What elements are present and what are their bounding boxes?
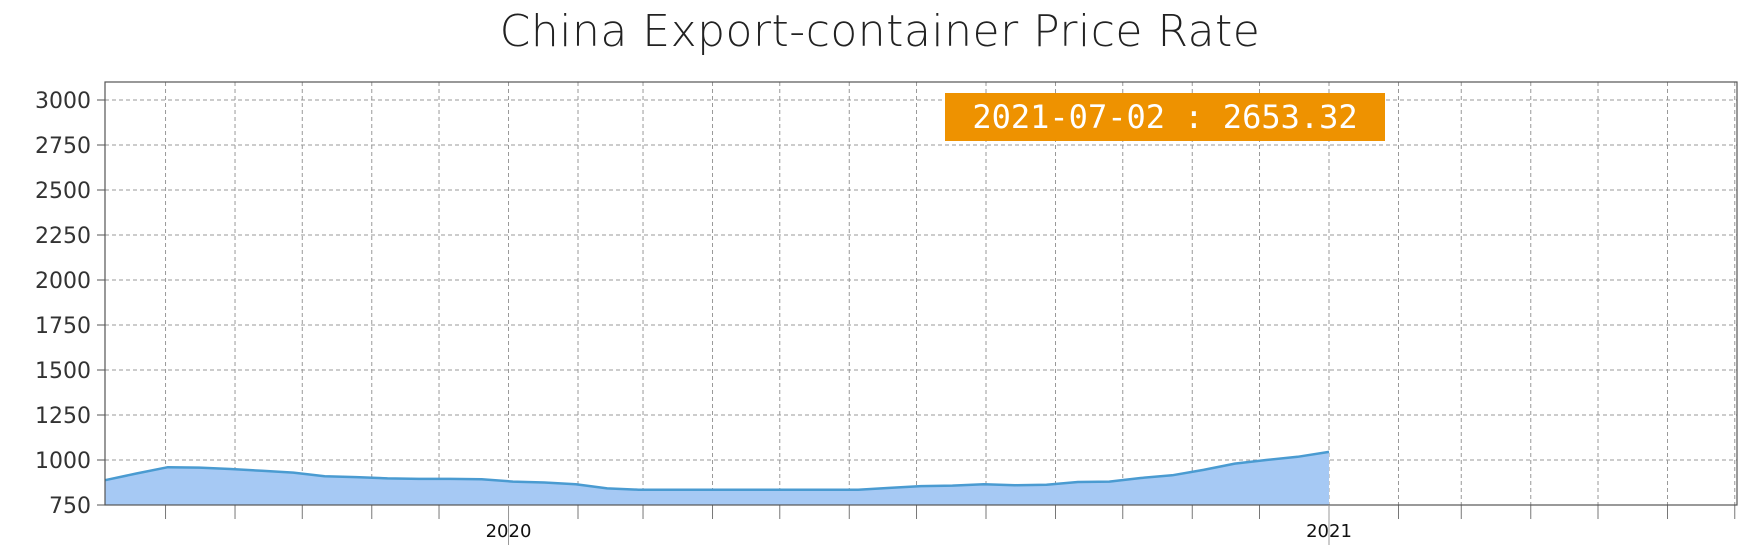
x-tick-label: 2020: [486, 521, 532, 542]
y-tick-label: 1500: [35, 359, 91, 384]
y-tick-label: 2250: [35, 224, 91, 249]
series-area: [105, 451, 1329, 505]
axis-layer: 750 1000 1250 1500 1750 2000 2250 2500 2750 3000 2…: [35, 81, 1738, 545]
y-tick-label: 1750: [35, 314, 91, 339]
plot-frame: [104, 81, 1738, 506]
x-tick-label: 2021: [1306, 521, 1352, 542]
series-line: [104, 450, 1330, 491]
grid-layer: [105, 82, 1737, 506]
plot-background: [105, 82, 1737, 505]
tooltip-box: [945, 93, 1385, 141]
y-tick-label: 3000: [35, 89, 91, 114]
y-tick-label: 1000: [35, 449, 91, 474]
tooltip-layer: 2021-07-02 : 2653.32: [945, 93, 1385, 141]
tooltip-label: 2021-07-02 : 2653.32: [972, 98, 1357, 136]
area-layer: [104, 450, 1330, 505]
y-tick-label: 2000: [35, 269, 91, 294]
y-tick-label: 750: [49, 494, 91, 519]
y-tick-label: 2750: [35, 134, 91, 159]
chart-title: China Export-container Price Rate: [499, 6, 1261, 57]
y-tick-label: 2500: [35, 179, 91, 204]
y-tick-label: 1250: [35, 404, 91, 429]
